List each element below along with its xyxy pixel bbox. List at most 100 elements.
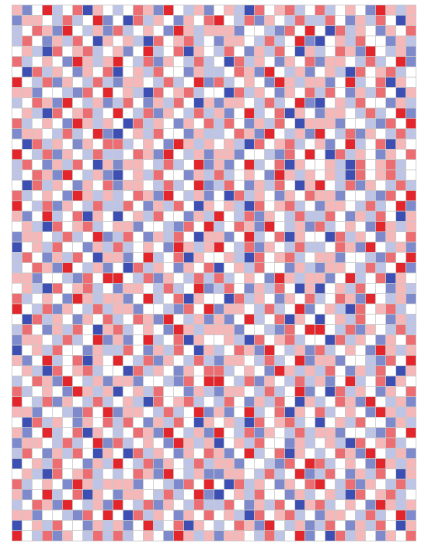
heatmap-cell bbox=[213, 458, 225, 470]
heatmap-cell bbox=[233, 45, 245, 57]
heatmap-cell bbox=[41, 252, 53, 263]
heatmap-cell bbox=[173, 334, 185, 346]
heatmap-cell bbox=[344, 190, 356, 202]
heatmap-cell bbox=[153, 35, 164, 47]
heatmap-cell bbox=[304, 210, 316, 222]
heatmap-cell bbox=[62, 530, 73, 542]
heatmap-cell bbox=[405, 200, 417, 212]
heatmap-cell bbox=[193, 66, 205, 78]
heatmap-cell bbox=[31, 272, 43, 284]
heatmap-cell bbox=[21, 417, 33, 428]
heatmap-cell bbox=[304, 324, 316, 336]
heatmap-cell bbox=[193, 190, 205, 202]
heatmap-cell bbox=[385, 293, 397, 305]
heatmap-cell bbox=[223, 313, 235, 325]
heatmap-cell bbox=[294, 221, 306, 233]
heatmap-cell bbox=[405, 447, 417, 459]
heatmap-cell bbox=[173, 15, 185, 26]
heatmap-cell bbox=[82, 375, 94, 387]
heatmap-cell bbox=[92, 45, 104, 57]
heatmap-cell bbox=[334, 210, 346, 222]
heatmap-cell bbox=[395, 355, 407, 367]
heatmap-cell bbox=[82, 386, 94, 397]
heatmap-cell bbox=[213, 4, 225, 16]
heatmap-cell bbox=[365, 128, 376, 140]
heatmap-cell bbox=[173, 169, 185, 181]
heatmap-cell bbox=[21, 4, 33, 16]
heatmap-cell bbox=[254, 303, 265, 315]
heatmap-cell bbox=[294, 128, 306, 140]
heatmap-cell bbox=[203, 4, 215, 16]
heatmap-cell bbox=[173, 118, 185, 129]
heatmap-cell bbox=[31, 118, 43, 129]
heatmap-cell bbox=[21, 344, 33, 356]
heatmap-cell bbox=[153, 252, 164, 263]
heatmap-cell bbox=[365, 365, 376, 377]
heatmap-cell bbox=[31, 66, 43, 78]
heatmap-cell bbox=[244, 478, 255, 490]
heatmap-cell bbox=[213, 15, 225, 26]
heatmap-cell bbox=[122, 509, 134, 521]
heatmap-cell bbox=[324, 4, 336, 16]
heatmap-cell bbox=[244, 437, 255, 449]
heatmap-cell bbox=[11, 355, 23, 367]
heatmap-cell bbox=[284, 87, 296, 99]
heatmap-cell bbox=[223, 149, 235, 160]
heatmap-cell bbox=[92, 520, 104, 531]
heatmap-cell bbox=[395, 149, 407, 160]
heatmap-cell bbox=[193, 159, 205, 171]
heatmap-cell bbox=[143, 200, 154, 212]
heatmap-cell bbox=[132, 159, 144, 171]
heatmap-cell bbox=[102, 324, 114, 336]
heatmap-cell bbox=[82, 4, 94, 16]
heatmap-cell bbox=[385, 478, 397, 490]
heatmap-cell bbox=[62, 87, 73, 99]
heatmap-cell bbox=[102, 478, 114, 490]
heatmap-cell bbox=[62, 231, 73, 243]
heatmap-cell bbox=[223, 489, 235, 501]
heatmap-cell bbox=[92, 107, 104, 119]
heatmap-cell bbox=[11, 293, 23, 305]
heatmap-cell bbox=[112, 35, 124, 47]
heatmap-cell bbox=[163, 200, 174, 212]
heatmap-cell bbox=[355, 458, 366, 470]
heatmap-cell bbox=[72, 45, 83, 57]
heatmap-cell bbox=[304, 231, 316, 243]
heatmap-cell bbox=[264, 76, 275, 88]
heatmap-cell bbox=[21, 15, 33, 26]
heatmap-cell bbox=[173, 107, 185, 119]
heatmap-cell bbox=[132, 386, 144, 397]
heatmap-cell bbox=[41, 107, 53, 119]
heatmap-cell bbox=[375, 458, 387, 470]
heatmap-cell bbox=[264, 499, 275, 511]
heatmap-cell bbox=[294, 437, 306, 449]
heatmap-cell bbox=[355, 530, 366, 542]
heatmap-cell bbox=[132, 4, 144, 16]
heatmap-cell bbox=[62, 252, 73, 263]
heatmap-cell bbox=[304, 45, 316, 57]
heatmap-cell bbox=[132, 458, 144, 470]
heatmap-cell bbox=[102, 15, 114, 26]
heatmap-cell bbox=[405, 66, 417, 78]
heatmap-cell bbox=[122, 293, 134, 305]
heatmap-cell bbox=[385, 530, 397, 542]
heatmap-cell bbox=[304, 56, 316, 68]
heatmap-cell bbox=[304, 149, 316, 160]
heatmap-cell bbox=[11, 97, 23, 109]
heatmap-cell bbox=[72, 365, 83, 377]
heatmap-cell bbox=[395, 468, 407, 480]
heatmap-cell bbox=[92, 76, 104, 88]
heatmap-cell bbox=[344, 4, 356, 16]
heatmap-cell bbox=[143, 159, 154, 171]
heatmap-cell bbox=[264, 169, 275, 181]
heatmap-cell bbox=[365, 447, 376, 459]
heatmap-cell bbox=[213, 437, 225, 449]
heatmap-cell bbox=[344, 375, 356, 387]
heatmap-cell bbox=[122, 210, 134, 222]
heatmap-cell bbox=[334, 468, 346, 480]
heatmap-cell bbox=[284, 272, 296, 284]
heatmap-cell bbox=[254, 25, 265, 37]
heatmap-cell bbox=[375, 468, 387, 480]
heatmap-cell bbox=[274, 241, 286, 253]
heatmap-cell bbox=[233, 25, 245, 37]
